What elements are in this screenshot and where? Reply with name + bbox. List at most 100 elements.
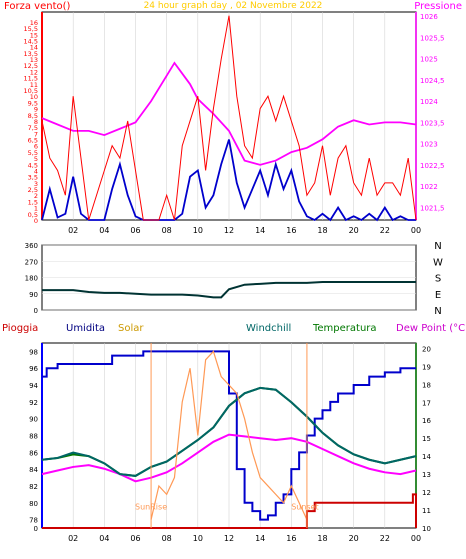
left-tick-label: 6	[34, 143, 38, 151]
left-tick-label: 15	[30, 31, 38, 39]
left-tick-label: 15,5	[24, 25, 38, 33]
x-tick-label: 18	[317, 226, 327, 235]
left-tick-label: 88	[29, 433, 38, 441]
x-tick-label: 02	[68, 534, 78, 543]
x-tick-label: 10	[193, 534, 203, 543]
sunrise-label: SunRise	[135, 503, 167, 512]
left-tick-label: 12	[30, 68, 38, 76]
series-line	[42, 281, 416, 299]
right-tick-label: 19	[422, 363, 431, 371]
right-tick-label: 16	[422, 417, 431, 425]
x-tick-label: 18	[317, 534, 327, 543]
left-tick-label: 96	[29, 365, 38, 373]
left-tick-label: 8	[34, 118, 38, 126]
left-tick-label: 86	[29, 449, 38, 457]
series-line	[42, 493, 417, 529]
left-tick-label: 14	[30, 44, 38, 52]
x-tick-label: 16	[286, 534, 296, 543]
x-tick-label: 02	[68, 226, 78, 235]
x-tick-label: 00	[411, 534, 421, 543]
x-tick-label: 06	[130, 226, 140, 235]
x-tick-label: 16	[286, 226, 296, 235]
legend-label: Temperatura	[312, 323, 377, 334]
right-tick-label: 1022,5	[420, 162, 445, 170]
x-tick-label: 20	[349, 226, 359, 235]
series-line	[42, 350, 416, 521]
legend-label: Pressione	[414, 1, 462, 12]
series-line	[41, 61, 417, 166]
right-tick-label: 11	[422, 507, 431, 515]
left-tick-label: 3	[34, 180, 38, 188]
right-tick-label: 1023	[420, 141, 438, 149]
right-tick-label: 10	[422, 525, 431, 533]
left-tick-label: 90	[29, 416, 38, 424]
left-tick-label: 94	[29, 382, 38, 390]
series-line	[41, 15, 417, 221]
series-line	[41, 386, 417, 477]
left-tick-label: 98	[29, 348, 38, 356]
left-tick-label: 16	[30, 19, 38, 27]
right-tick-label: 1024,5	[420, 77, 445, 85]
left-tick-label: 1,5	[28, 198, 38, 206]
left-tick-label: 0	[34, 217, 38, 225]
right-tick-label: 1026	[420, 13, 438, 21]
legend-label: Umidita	[66, 323, 105, 334]
left-tick-label: 7,5	[28, 124, 38, 132]
left-tick-label: 270	[25, 258, 38, 266]
left-tick-label: 10,5	[24, 87, 38, 95]
series-line	[41, 139, 416, 222]
left-tick-label: 8,5	[28, 112, 38, 120]
legend-label: Pioggia	[2, 323, 38, 334]
left-tick-label: 0	[34, 525, 38, 533]
x-tick-label: 20	[349, 534, 359, 543]
left-tick-label: 80	[29, 500, 38, 508]
left-tick-label: 4	[34, 167, 38, 175]
right-tick-label: 1024	[420, 98, 438, 106]
right-tick-label: 20	[422, 345, 431, 353]
series-line	[41, 433, 417, 483]
left-tick-label: 82	[29, 483, 38, 491]
right-tick-label: 1023,5	[420, 119, 445, 127]
x-tick-label: 12	[224, 226, 234, 235]
sunset-label: Sunset	[291, 503, 318, 512]
right-tick-label: 15	[422, 435, 431, 443]
left-tick-label: 1	[34, 205, 38, 213]
x-tick-label: 22	[380, 226, 390, 235]
x-tick-label: 14	[255, 534, 265, 543]
x-tick-label: 06	[130, 534, 140, 543]
right-tick-label: 17	[422, 399, 431, 407]
right-tick-label: 1025	[420, 56, 438, 64]
right-tick-label: 14	[422, 453, 431, 461]
left-tick-label: 5	[34, 155, 38, 163]
x-tick-label: 04	[99, 534, 109, 543]
left-tick-label: 6,5	[28, 137, 38, 145]
right-tick-label: 13	[422, 471, 431, 479]
left-tick-label: 9,5	[28, 99, 38, 107]
left-tick-label: 11	[30, 81, 38, 89]
left-tick-label: 4,5	[28, 161, 38, 169]
compass-label: W	[433, 257, 443, 268]
legend-label: Forza vento()	[4, 1, 71, 12]
right-tick-label: 12	[422, 489, 431, 497]
left-tick-label: 5,5	[28, 149, 38, 157]
x-tick-label: 08	[162, 534, 172, 543]
left-tick-label: 0,5	[28, 211, 38, 219]
x-tick-label: 22	[380, 534, 390, 543]
right-tick-label: 1022	[420, 183, 438, 191]
series-line	[150, 350, 308, 520]
right-tick-label: 18	[422, 381, 431, 389]
x-tick-label: 08	[162, 226, 172, 235]
left-tick-label: 2	[34, 192, 38, 200]
left-tick-label: 78	[29, 517, 38, 525]
left-tick-label: 84	[29, 466, 38, 474]
left-tick-label: 90	[29, 291, 38, 299]
left-tick-label: 13	[30, 56, 38, 64]
legend-label: Solar	[118, 323, 144, 334]
compass-label: N	[434, 306, 441, 317]
left-tick-label: 12,5	[24, 62, 38, 70]
legend-label: Dew Point (°C)	[396, 323, 466, 334]
left-tick-label: 180	[25, 275, 38, 283]
left-tick-label: 14,5	[24, 37, 38, 45]
x-tick-label: 04	[99, 226, 109, 235]
